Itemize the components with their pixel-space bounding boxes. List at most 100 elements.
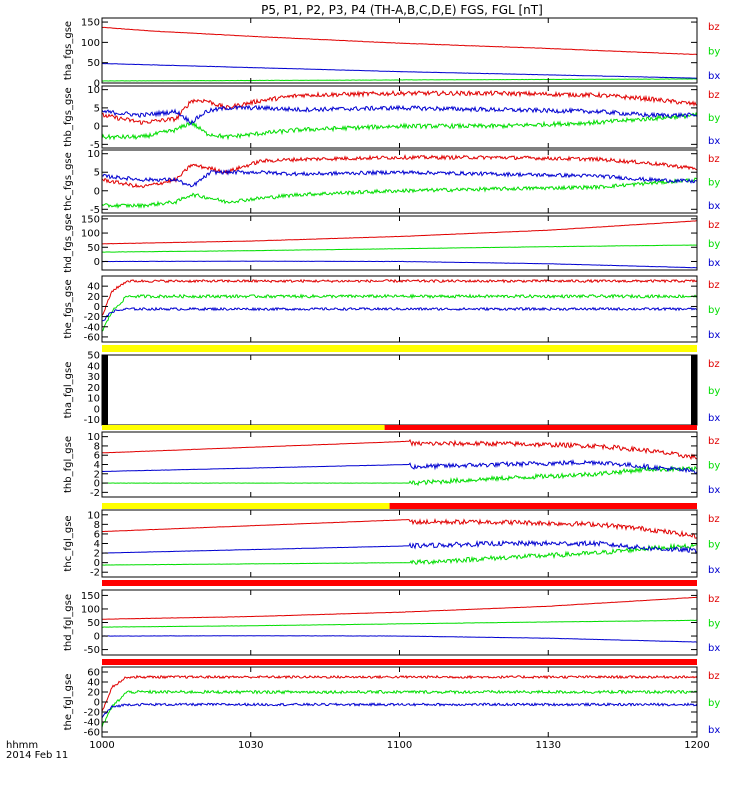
y-tick-label: 8 [94,441,100,452]
series-bx-the_fgl_gse [102,702,697,719]
x-tick-label: 1130 [536,740,561,751]
legend-bx: bx [708,413,720,424]
y-tick-label: 0 [94,632,100,643]
legend-bz: bz [708,154,720,165]
legend-by: by [708,305,720,316]
y-tick-label: 0 [94,558,100,569]
series-by-thc_fgs_gse [102,177,697,209]
y-tick-label: 20 [87,383,100,394]
y-tick-label: 2 [94,549,100,560]
y-tick-label: -20 [84,708,100,719]
legend-bx: bx [708,725,720,736]
series-bz-thb_fgl_gse [102,438,697,461]
status-bar-segment [102,345,697,352]
panel-thd_fgs_gse: 0 50 100 150 thd_fgs_gse bz by bx [63,213,720,272]
y-tick-label: 4 [94,460,100,471]
series-by-the_fgl_gse [102,689,697,728]
y-axis-label: thc_fgs_gse [63,152,74,211]
y-tick-label: 150 [81,18,100,29]
y-tick-label: -40 [84,322,100,333]
y-tick-label: 5 [94,168,100,179]
legend-by: by [708,178,720,189]
y-tick-label: 0 [94,122,100,133]
y-axis-label: thd_fgl_gse [63,594,74,651]
legend-bz: bz [708,671,720,682]
y-tick-label: 40 [87,678,100,689]
y-axis-label: thd_fgs_gse [63,213,74,272]
y-tick-label: -60 [84,332,100,343]
y-tick-label: 60 [87,668,100,679]
y-tick-label: -2 [90,488,100,499]
series-bz-thd_fgs_gse [102,220,697,245]
y-tick-label: 0 [94,186,100,197]
legend-bz: bz [708,436,720,447]
series-bz-tha_fgs_gse [102,26,697,56]
legend-by: by [708,113,720,124]
series-bz-the_fgs_gse [102,278,697,316]
series-by-thb_fgl_gse [102,465,697,487]
y-tick-label: 40 [87,361,100,372]
y-tick-label: -5 [90,140,100,151]
legend-bx: bx [708,565,720,576]
y-tick-label: -60 [84,728,100,739]
legend-bz: bz [708,514,720,525]
y-tick-label: -20 [84,312,100,323]
no-data-left-block [102,355,108,425]
y-tick-label: 10 [87,85,100,96]
y-tick-label: 0 [94,698,100,709]
series-by-thb_fgs_gse [102,111,697,141]
series-bx-thd_fgs_gse [102,260,697,269]
legend-bx: bx [708,485,720,496]
y-tick-label: 150 [81,591,100,602]
y-tick-label: -2 [90,568,100,579]
x-tick-label: 1200 [684,740,709,751]
panel-thd_fgl_gse: -50 0 50 100 150 thd_fgl_gse bz by bx [63,589,720,656]
panel-tha_fgs_gse: 0 50 100 150 tha_fgs_gse bz by bx [63,17,720,90]
y-tick-label: -50 [84,645,100,656]
status-bar-segment [102,659,697,665]
y-tick-label: 40 [87,282,100,293]
y-tick-label: 100 [81,229,100,240]
series-bx-thb_fgl_gse [102,459,697,475]
legend-bz: bz [708,280,720,291]
y-tick-label: -40 [84,718,100,729]
status-bars [102,345,697,665]
legend-bz: bz [708,220,720,231]
series-by-the_fgs_gse [102,293,697,332]
y-tick-label: 50 [87,351,100,362]
y-tick-label: 0 [94,404,100,415]
y-tick-label: 10 [87,394,100,405]
y-tick-label: 0 [94,257,100,268]
legend-bz: bz [708,22,720,33]
y-tick-label: 100 [81,38,100,49]
y-tick-label: 8 [94,520,100,531]
panel-thb_fgs_gse: -5 0 5 10 thb_fgs_gse bz by bx [63,85,720,151]
y-tick-label: 5 [94,103,100,114]
y-tick-label: 50 [87,618,100,629]
status-bar-segment [384,425,697,430]
time-axis-label: hhmm [6,740,38,751]
y-tick-label: 10 [87,432,100,443]
x-tick-label: 1030 [238,740,263,751]
legend-by: by [708,461,720,472]
legend-bz: bz [708,90,720,101]
y-axis-label: thb_fgs_gse [63,87,74,146]
y-tick-label: 6 [94,529,100,540]
legend-by: by [708,698,720,709]
y-axis-label: thb_fgl_gse [63,436,74,493]
y-tick-label: -5 [90,205,100,216]
no-data-right-block [691,355,697,425]
date-label: 2014 Feb 11 [6,750,68,761]
y-tick-label: 50 [87,243,100,254]
legend-bx: bx [708,201,720,212]
y-tick-label: 20 [87,292,100,303]
series-bz-the_fgl_gse [102,674,697,712]
y-tick-label: 0 [94,79,100,90]
series-by-thd_fgs_gse [102,244,697,253]
series-by-thd_fgl_gse [102,619,697,628]
